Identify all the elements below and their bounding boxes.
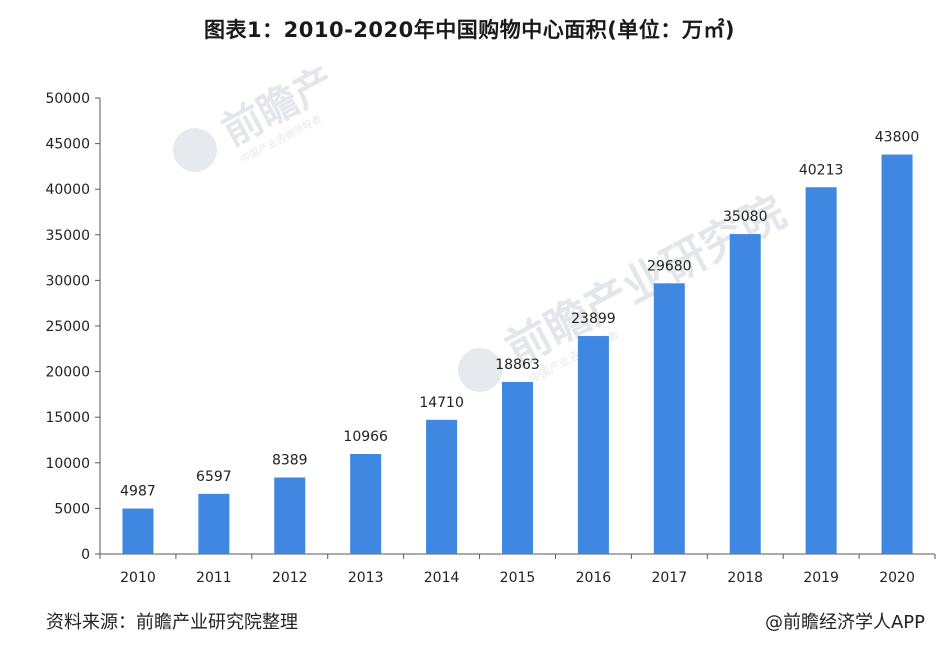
bar-2010	[122, 508, 154, 554]
chart-title: 图表1：2010-2020年中国购物中心面积(单位：万㎡)	[204, 18, 735, 42]
x-tick-label-2015: 2015	[500, 570, 536, 586]
y-tick-label: 10000	[45, 456, 90, 472]
data-label-2018: 35080	[723, 209, 768, 225]
bar-2019	[805, 187, 837, 554]
y-tick-label: 35000	[45, 228, 90, 244]
bar-2018	[729, 234, 761, 554]
bar-2011	[198, 493, 230, 554]
watermark-logo-icon	[458, 348, 502, 392]
x-tick-label-2013: 2013	[348, 570, 384, 586]
y-tick-label: 30000	[45, 273, 90, 289]
data-label-2010: 4987	[120, 484, 156, 500]
data-labels: 4987 6597 8389 10966 14710 18863 23899 29680 350…	[120, 130, 919, 500]
x-tick-label-2011: 2011	[196, 570, 232, 586]
data-label-2015: 18863	[495, 357, 540, 373]
x-tick-label-2020: 2020	[879, 570, 915, 586]
x-tick-label-2019: 2019	[803, 570, 839, 586]
y-tick-label: 40000	[45, 182, 90, 198]
x-tick-label-2010: 2010	[120, 570, 156, 586]
y-tick-label: 20000	[45, 365, 90, 381]
bar-2015	[502, 381, 533, 554]
bar-2012	[274, 477, 306, 554]
y-tick-label: 25000	[45, 319, 90, 335]
data-label-2011: 6597	[196, 469, 232, 485]
x-tick-label-2017: 2017	[651, 570, 687, 586]
data-label-2019: 40213	[799, 162, 844, 178]
x-tick-label-2012: 2012	[272, 570, 308, 586]
y-tick-label: 5000	[54, 501, 90, 517]
bar-2014	[426, 419, 458, 554]
source-note: 资料来源：前瞻产业研究院整理	[46, 612, 298, 633]
y-tick-label: 45000	[45, 137, 90, 153]
credit-note: @前瞻经济学人APP	[764, 612, 925, 633]
bar-2017	[653, 283, 685, 554]
x-tick-label-2014: 2014	[424, 570, 460, 586]
data-label-2016: 23899	[571, 311, 616, 327]
bar-2020	[881, 154, 913, 554]
data-label-2013: 10966	[343, 429, 388, 445]
y-tick-label: 0	[81, 547, 90, 563]
bar-2013	[350, 453, 382, 554]
watermark-logo-icon	[173, 128, 217, 172]
y-tick-label: 50000	[45, 91, 90, 107]
data-label-2020: 43800	[875, 130, 920, 146]
y-tick-label: 15000	[45, 410, 90, 426]
x-tick-label-2018: 2018	[727, 570, 763, 586]
watermark: 前瞻产 中国产业咨询领导者 前瞻产业研究院 中国产业咨询领导者	[173, 58, 794, 392]
data-label-2014: 14710	[419, 395, 464, 411]
axes: 0 5000 10000 15000 20000 25000 30000 35000 40000…	[45, 91, 936, 586]
bar-2016	[577, 336, 609, 554]
data-label-2012: 8389	[272, 452, 308, 468]
x-tick-label-2016: 2016	[576, 570, 612, 586]
bars	[122, 154, 913, 554]
data-label-2017: 29680	[647, 258, 692, 274]
